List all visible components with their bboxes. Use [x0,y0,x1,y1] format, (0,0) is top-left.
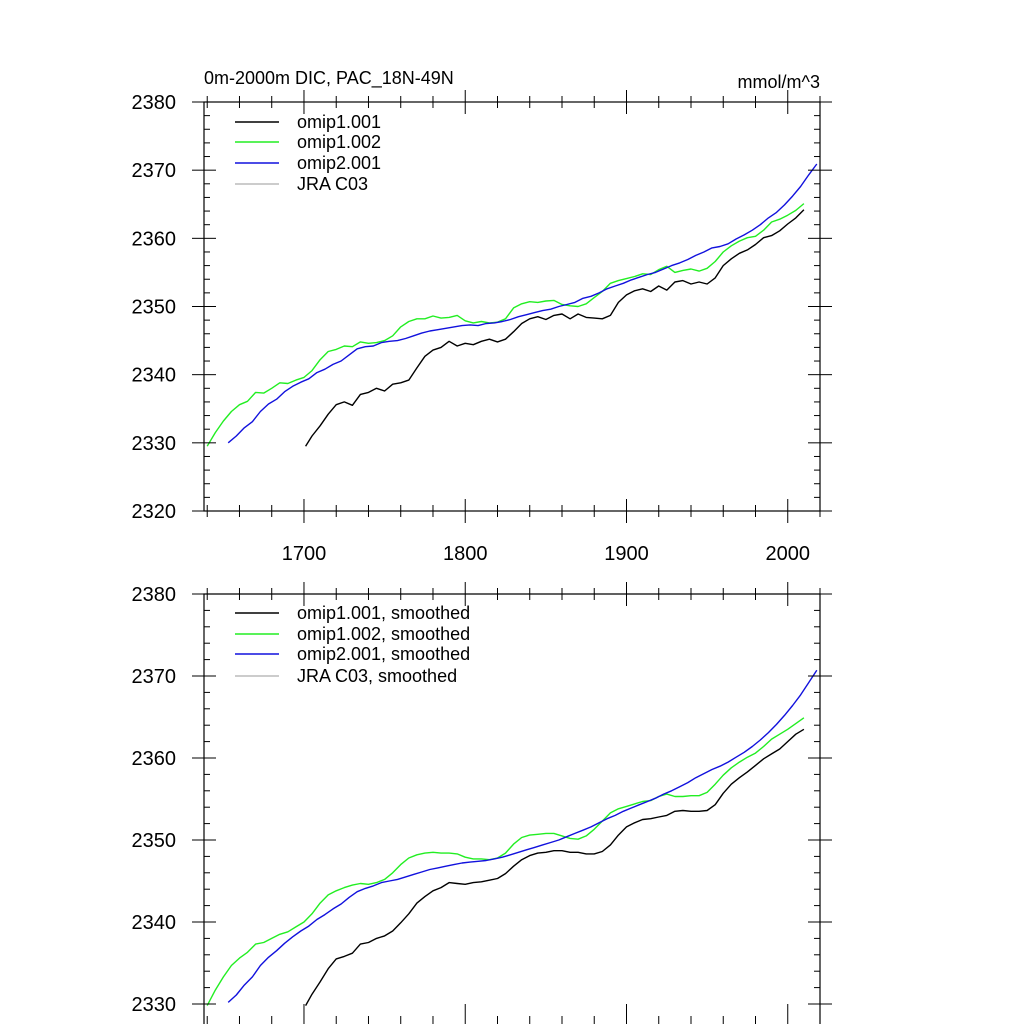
panel-top: 0m-2000m DIC, PAC_18N-49N mmol/m^3 23202… [132,68,832,565]
panel-top-ticks: 2320 2330 2340 2350 2360 2370 2380 1700 1800 1900… [132,90,832,565]
panel-bottom-series-lines [206,669,818,1006]
y-tick-label: 2350 [132,297,177,319]
y-tick-label: 2360 [132,748,177,770]
panel-top-legend: omip1.001 omip1.002 omip2.001 JRA C03 [235,112,381,194]
legend-label-omip1-002: omip1.002 [297,132,381,152]
x-tick-label: 1700 [282,543,327,565]
panel-top-plot-frame [203,101,821,512]
legend-label-jra-c03: JRA C03 [297,174,368,194]
y-tick-label: 2340 [132,365,177,387]
legend-label-omip1-001: omip1.001 [297,112,381,132]
series-line-omip1-002 [206,203,805,447]
legend-label-omip2-001-smoothed: omip2.001, smoothed [297,644,470,664]
series-line-omip1-002-smoothed [206,717,805,1006]
panel-bottom-ticks: 2330 2340 2350 2360 2370 2380 [132,582,832,1024]
series-line-omip2-001 [227,163,818,444]
panel-top-title: 0m-2000m DIC, PAC_18N-49N [204,68,454,89]
panel-top-series-lines [206,163,818,447]
y-tick-label: 2370 [132,160,177,182]
panel-top-units: mmol/m^3 [738,72,820,92]
legend-label-omip1-002-smoothed: omip1.002, smoothed [297,624,470,644]
y-tick-label: 2340 [132,912,177,934]
y-tick-label: 2370 [132,666,177,688]
panel-bottom-legend: omip1.001, smoothed omip1.002, smoothed … [235,603,470,686]
y-tick-label: 2350 [132,830,177,852]
series-line-omip1-001-smoothed [304,728,805,1006]
x-tick-label: 1800 [443,543,488,565]
y-tick-label: 2360 [132,228,177,250]
panel-bottom: 2330 2340 2350 2360 2370 2380 omip1.001, smoo… [132,582,832,1024]
y-tick-label: 2330 [132,994,177,1016]
y-tick-label: 2380 [132,92,177,114]
legend-label-omip1-001-smoothed: omip1.001, smoothed [297,603,470,623]
y-tick-label: 2330 [132,433,177,455]
y-tick-label: 2380 [132,584,177,606]
series-line-omip2-001-smoothed [227,669,818,1003]
panel-bottom-plot-frame [203,593,821,1024]
series-line-omip1-001 [305,209,805,447]
x-tick-label: 1900 [604,543,649,565]
legend-label-omip2-001: omip2.001 [297,153,381,173]
y-tick-label: 2320 [132,501,177,523]
x-tick-label: 2000 [765,543,810,565]
legend-label-jra-c03-smoothed: JRA C03, smoothed [297,666,457,686]
